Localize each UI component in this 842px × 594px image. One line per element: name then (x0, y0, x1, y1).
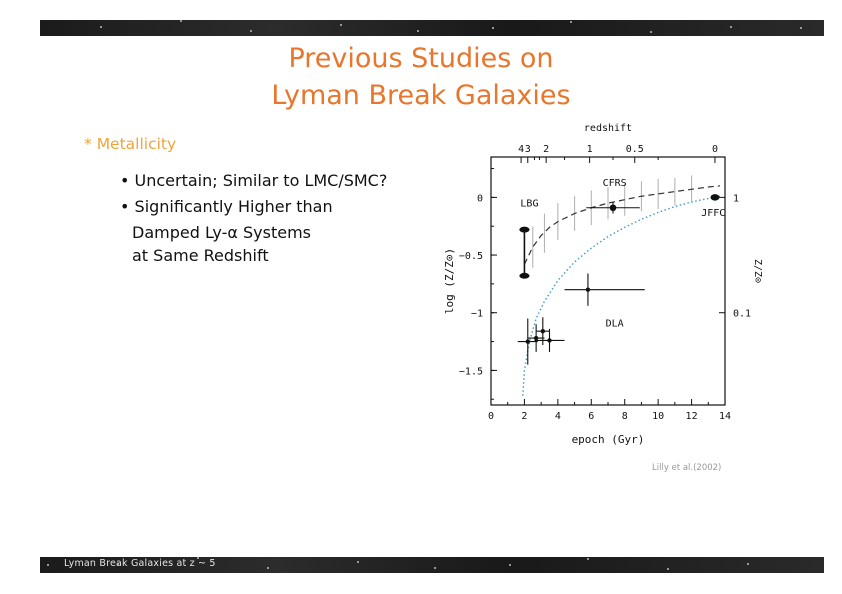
bar-star (570, 21, 572, 23)
lbg-point (519, 272, 530, 279)
bar-star (197, 557, 199, 559)
dla-point (540, 328, 546, 334)
dla-point (585, 287, 591, 292)
bar-star (492, 27, 494, 29)
bullet-2-line-3: at Same Redshift (132, 246, 269, 265)
bullet-1-text: Uncertain; Similar to LMC/SMC? (134, 171, 388, 190)
figure-credit: Lilly et al.(2002) (652, 463, 722, 473)
annotation-lbg: LBG (520, 199, 538, 210)
right-tick-label: 1 (733, 193, 739, 204)
top-tick-label: 3 (525, 144, 531, 155)
x-tick-label: 2 (521, 411, 527, 422)
bullet-2-line-2: Damped Ly-α Systems (132, 223, 311, 242)
top-tick-label: 0.5 (626, 144, 644, 155)
bullet-1: • Uncertain; Similar to LMC/SMC? (120, 171, 388, 190)
dashed-model-curve (523, 185, 721, 265)
lbg-point (519, 226, 530, 233)
bar-star (730, 26, 732, 28)
bullet-2-text: Significantly Higher than (134, 197, 333, 216)
top-tick-label: 1 (587, 144, 593, 155)
top-tick-label: 2 (543, 144, 549, 155)
footer-bar: Lyman Break Galaxies at z ~ 5 (40, 557, 824, 573)
y-tick-label: −1.5 (459, 366, 483, 377)
right-tick-label: 0.1 (733, 309, 751, 320)
x-tick-label: 14 (719, 411, 731, 422)
cfrs-point (609, 204, 617, 212)
footer-text: Lyman Break Galaxies at z ~ 5 (64, 558, 216, 569)
annotation-jffc: JFFC (701, 208, 725, 219)
header-bar (40, 20, 824, 36)
x-tick-label: 10 (652, 411, 664, 422)
annotation-cfrs: CFRS (603, 178, 627, 189)
bar-star (100, 26, 102, 28)
bar-star (357, 561, 359, 563)
bar-star (47, 564, 49, 566)
y-tick-label: 0 (477, 193, 483, 204)
y-tick-label: −0.5 (459, 251, 483, 262)
bar-star (667, 568, 669, 570)
x-tick-label: 8 (622, 411, 628, 422)
top-axis-label: redshift (584, 123, 632, 134)
bar-star (267, 567, 269, 569)
bar-star (180, 20, 182, 22)
section-heading: * Metallicity (84, 135, 176, 153)
bar-star (117, 563, 119, 565)
annotation-dla: DLA (606, 319, 624, 330)
dla-point (547, 338, 552, 343)
x-tick-label: 4 (555, 411, 561, 422)
bar-star (587, 558, 589, 560)
x-tick-label: 12 (686, 411, 698, 422)
x-axis-label: epoch (Gyr) (572, 433, 645, 446)
bar-star (340, 24, 342, 26)
y-tick-label: −1 (471, 309, 483, 320)
dla-point (525, 339, 530, 344)
section-heading-text: Metallicity (96, 135, 177, 153)
bar-star (800, 27, 802, 29)
dla-point (533, 335, 539, 341)
bar-star (434, 567, 436, 569)
slide-title-line2: Lyman Break Galaxies (271, 80, 571, 111)
bar-star (509, 564, 511, 566)
y-axis-label: log (Z/Z⊙) (443, 248, 456, 314)
bar-star (417, 30, 419, 32)
x-tick-label: 0 (488, 411, 494, 422)
top-tick-label: 4 (518, 144, 524, 155)
right-axis-label: Z/Z⊙ (752, 259, 763, 283)
bullet-2: • Significantly Higher than (120, 197, 333, 216)
bar-star (250, 30, 252, 32)
x-tick-label: 6 (588, 411, 594, 422)
bar-star (650, 31, 652, 33)
bar-star (747, 563, 749, 565)
top-tick-label: 0 (712, 144, 718, 155)
dotted-model-curve (522, 195, 721, 396)
jffc-point (710, 194, 720, 201)
section-bullet-icon: * (84, 135, 97, 153)
slide-title-line1: Previous Studies on (288, 43, 554, 74)
